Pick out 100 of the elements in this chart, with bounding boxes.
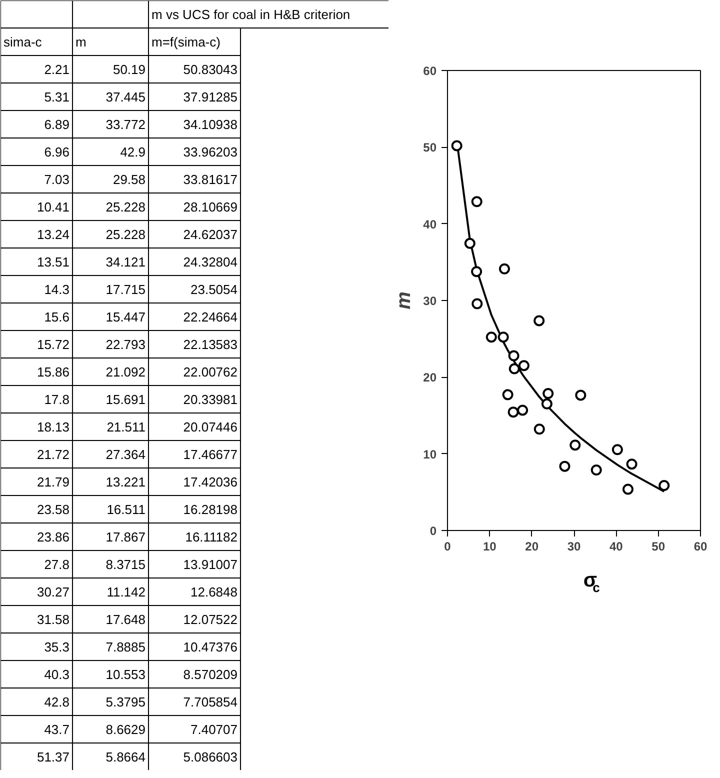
- point: [626, 458, 638, 470]
- point: [570, 440, 581, 451]
- y-tick-label: 50: [423, 140, 437, 155]
- text: 13.51: [36, 254, 70, 270]
- text: 17.42036: [183, 474, 238, 490]
- text: 6.89: [44, 116, 70, 132]
- point: [542, 388, 554, 400]
- text: sima-c: [4, 34, 42, 50]
- y-tick-label: 30: [423, 294, 437, 308]
- text: 13.91007: [183, 556, 238, 572]
- text: 50.83043: [183, 62, 238, 77]
- point: [508, 363, 520, 374]
- point: [590, 464, 602, 476]
- text: 8.570209: [183, 666, 238, 682]
- text: 21.72: [36, 446, 70, 462]
- text: 7.03: [44, 172, 70, 187]
- text: 12.07522: [183, 612, 238, 627]
- text: 7.8885: [106, 639, 146, 654]
- text: 24.62037: [183, 226, 238, 242]
- point: [612, 444, 623, 456]
- text: 10.41: [36, 199, 70, 214]
- x-tick-label: 40: [609, 540, 624, 554]
- point: [534, 315, 545, 326]
- x-tick-label: 60: [694, 540, 708, 554]
- text: 27.364: [106, 446, 146, 462]
- text: m=f(sima-c): [152, 34, 220, 50]
- point: [541, 398, 552, 410]
- point: [508, 350, 520, 362]
- text: 12.6848: [190, 584, 238, 600]
- x-tick-label: 30: [567, 540, 581, 554]
- text: 13.221: [106, 474, 146, 490]
- point: [518, 360, 530, 372]
- point: [451, 140, 462, 152]
- text: 34.10938: [183, 116, 238, 132]
- text: 25.228: [106, 199, 146, 214]
- text: 21.092: [106, 364, 146, 380]
- point: [498, 332, 509, 343]
- text: m: [76, 34, 86, 50]
- text: 17.46677: [183, 446, 238, 462]
- text: 22.24664: [183, 309, 238, 324]
- text: 50.19: [112, 62, 146, 77]
- text: 22.13583: [183, 336, 238, 352]
- point: [622, 484, 634, 495]
- text: 33.772: [106, 116, 146, 132]
- text: 16.28198: [183, 502, 238, 517]
- point: [464, 238, 476, 249]
- text: 37.91285: [183, 89, 238, 104]
- text: 7.40707: [190, 722, 238, 737]
- text: 15.86: [36, 364, 70, 380]
- text: 17.715: [106, 282, 146, 297]
- text: 33.96203: [183, 144, 238, 160]
- text: 22.793: [106, 336, 146, 352]
- text: 23.58: [36, 502, 70, 517]
- text: 20.33981: [183, 392, 238, 407]
- text: 40.3: [44, 666, 70, 682]
- text: 8.6629: [106, 722, 146, 737]
- text: 6.96: [44, 144, 70, 160]
- text: 10.553: [106, 666, 146, 682]
- text: 17.867: [106, 529, 146, 544]
- text: 8.3715: [106, 556, 146, 572]
- text: m vs UCS for coal in H&B criterion: [152, 6, 350, 22]
- text: 5.8664: [106, 749, 146, 764]
- point: [534, 424, 545, 435]
- text: 2.21: [44, 62, 70, 77]
- text: 21.79: [36, 474, 70, 490]
- text: 21.511: [106, 419, 146, 434]
- text: 23.86: [36, 529, 70, 544]
- text: 20.07446: [183, 419, 238, 434]
- text: 30.27: [36, 584, 70, 600]
- text: 11.142: [106, 584, 146, 600]
- point: [472, 298, 483, 310]
- text: 22.00762: [183, 364, 238, 380]
- text: 15.72: [36, 336, 70, 352]
- text: 42.8: [44, 694, 70, 710]
- text: 5.3795: [106, 694, 146, 710]
- y-tick-label: 0: [430, 524, 437, 538]
- y-tick-label: 20: [423, 370, 437, 385]
- text: 51.37: [36, 749, 70, 764]
- text: 14.3: [44, 282, 70, 297]
- x-tick-label: 10: [482, 540, 497, 554]
- point: [471, 266, 482, 278]
- text: 7.705854: [183, 694, 238, 710]
- text: 17.8: [44, 392, 70, 407]
- text: 27.8: [44, 556, 70, 572]
- x-tick-label: 50: [652, 540, 666, 554]
- text: 17.648: [106, 612, 146, 627]
- text: 16.11182: [185, 529, 238, 544]
- text: 16.511: [106, 502, 146, 517]
- text: 23.5054: [190, 282, 238, 297]
- text: 37.445: [106, 89, 146, 104]
- point: [559, 460, 570, 472]
- point: [508, 406, 519, 418]
- point: [575, 390, 586, 401]
- text: 5.086603: [183, 749, 238, 764]
- text: 43.7: [44, 722, 70, 737]
- text: 24.32804: [183, 254, 238, 270]
- x-tick-label: 20: [525, 540, 539, 554]
- text: 42.9: [120, 144, 146, 160]
- text: 15.6: [44, 309, 70, 324]
- y-tick-label: 10: [423, 447, 437, 462]
